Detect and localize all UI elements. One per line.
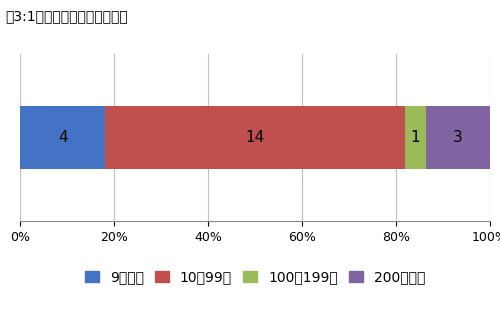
Bar [404,106,426,169]
Text: 4: 4 [58,130,68,145]
Bar [106,106,405,169]
Text: 図3:1月間の訪問リハ取扱件数: 図3:1月間の訪問リハ取扱件数 [5,9,128,23]
Bar [20,106,105,169]
Legend: 9件以下, 10〜99件, 100〜199件, 200件以上: 9件以下, 10〜99件, 100〜199件, 200件以上 [79,264,431,290]
Text: 3: 3 [453,130,463,145]
Bar [426,106,490,169]
Text: 14: 14 [246,130,264,145]
Text: 1: 1 [410,130,420,145]
